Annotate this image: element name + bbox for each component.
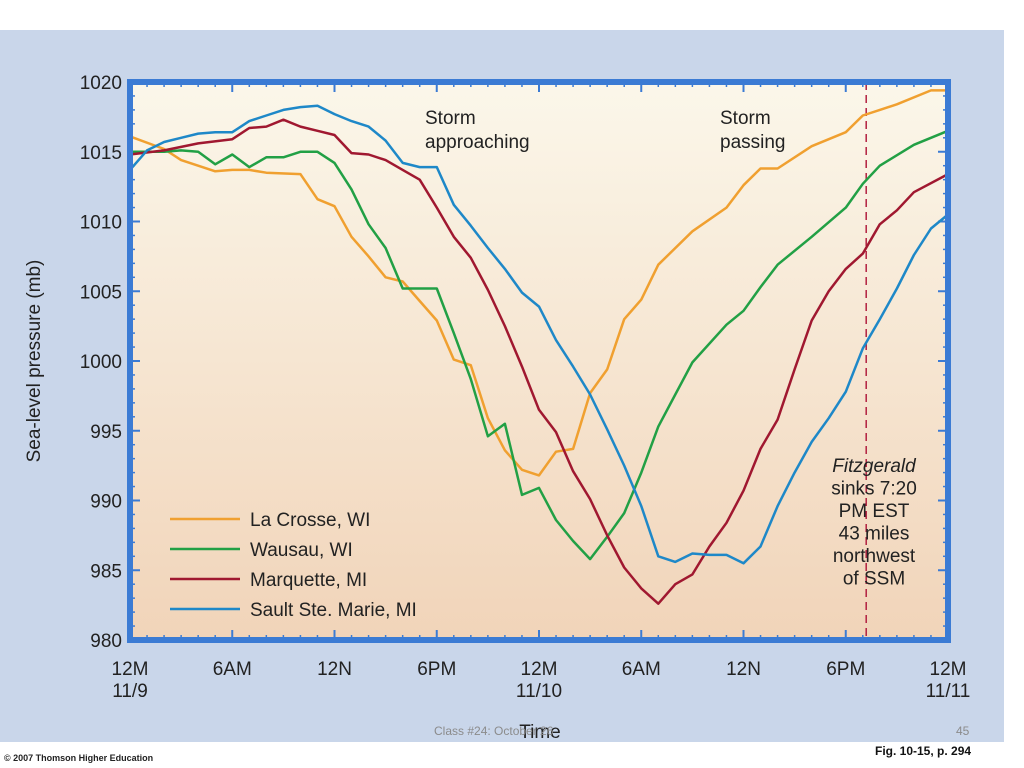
annotation-fitzgerald: PM EST	[839, 501, 910, 522]
x-tick-sublabel: 11/10	[516, 681, 562, 702]
y-tick-label: 1010	[80, 213, 122, 234]
series-line-1	[130, 129, 949, 561]
class-label: Class #24: October 26	[434, 724, 554, 738]
annotation-fitzgerald: Fitzgerald	[832, 456, 917, 477]
x-tick-label: 12M	[112, 659, 149, 680]
annotation-storm-approaching: approaching	[425, 132, 530, 153]
y-tick-label: 985	[90, 561, 122, 582]
annotation-fitzgerald: northwest	[833, 546, 916, 567]
series-line-0	[129, 89, 948, 477]
x-tick-label: 12N	[317, 659, 352, 680]
y-tick-label: 1015	[80, 143, 122, 164]
y-tick-label: 995	[90, 422, 122, 443]
plot-frame	[127, 79, 951, 643]
y-tick-label: 1005	[80, 282, 122, 303]
annotation-storm-approaching: Storm	[425, 108, 476, 129]
series-lines	[129, 89, 949, 605]
x-tick-label: 6AM	[213, 659, 252, 680]
legend-label: Wausau, WI	[250, 540, 353, 561]
y-tick-label: 1020	[80, 73, 122, 94]
y-axis-label: Sea-level pressure (mb)	[24, 260, 45, 463]
legend: La Crosse, WI Wausau, WI Marquette, MI Saul…	[170, 510, 417, 621]
x-tick-label: 12M	[521, 659, 558, 680]
x-axis-label: Time	[519, 722, 561, 743]
x-tick-sublabel: 11/9	[112, 681, 148, 702]
annotation-fitzgerald: sinks 7:20	[831, 479, 917, 500]
legend-label: Sault Ste. Marie, MI	[250, 600, 417, 621]
annotation-fitzgerald: 43 miles	[839, 524, 910, 545]
x-tick-label: 12N	[726, 659, 761, 680]
y-tick-label: 1000	[80, 352, 122, 373]
plot-area	[130, 82, 948, 640]
legend-label: La Crosse, WI	[250, 510, 370, 531]
annotation-fitzgerald: of SSM	[843, 569, 905, 590]
series-line-3	[129, 104, 949, 565]
figure-reference: Fig. 10-15, p. 294	[875, 744, 972, 758]
copyright-notice: © 2007 Thomson Higher Education	[4, 753, 154, 763]
legend-label: Marquette, MI	[250, 570, 367, 591]
slide-number: 45	[956, 724, 970, 738]
y-tick-label: 990	[90, 492, 122, 513]
x-tick-label: 6PM	[826, 659, 865, 680]
x-tick-label: 6AM	[622, 659, 661, 680]
x-tick-sublabel: 11/11	[926, 681, 971, 702]
x-tick-label: 6PM	[417, 659, 456, 680]
y-tick-label: 980	[90, 631, 122, 652]
series-line-2	[129, 118, 949, 605]
annotation-storm-passing: passing	[720, 132, 786, 153]
annotation-storm-passing: Storm	[720, 108, 771, 129]
annotations: Storm approaching Storm passing Fitzgeraldsi…	[425, 108, 917, 590]
axis-labels: 9809859909951000100510101015102012M11/96…	[24, 73, 970, 743]
x-tick-label: 12M	[930, 659, 967, 680]
